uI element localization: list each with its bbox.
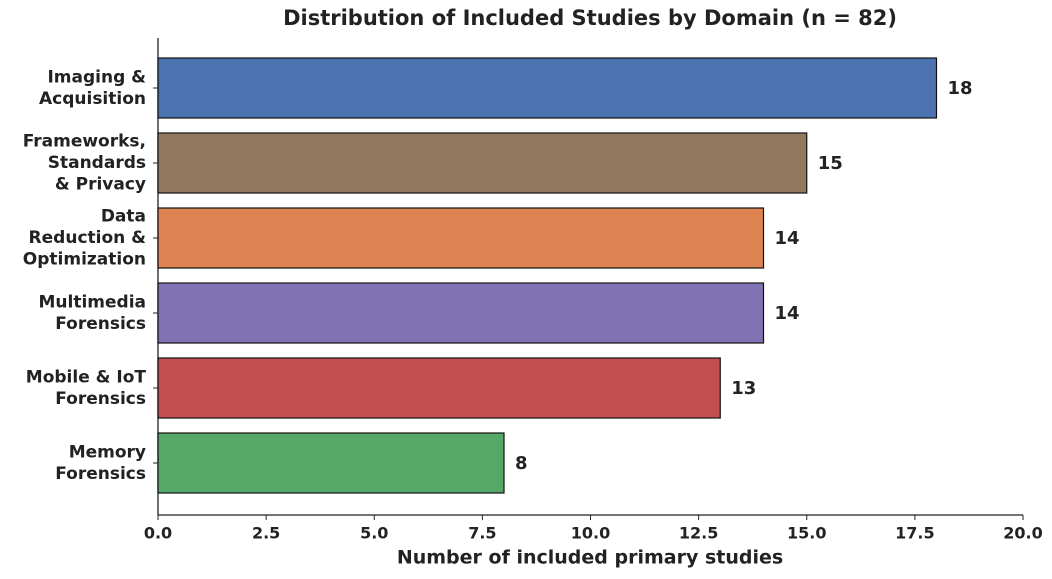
y-tick-label: Multimedia Forensics [38, 292, 146, 334]
value-label: 13 [731, 378, 756, 399]
x-tick-label: 17.5 [895, 524, 934, 543]
x-tick-label: 12.5 [679, 524, 718, 543]
bar [157, 357, 721, 419]
value-label: 14 [775, 303, 800, 324]
x-tick-label: 10.0 [571, 524, 610, 543]
bar [157, 432, 505, 494]
bar [157, 132, 808, 194]
x-tick-label: 20.0 [1003, 524, 1042, 543]
x-tick-label: 2.5 [252, 524, 280, 543]
value-label: 18 [948, 78, 973, 99]
y-tick-label: Data Reduction & Optimization [23, 207, 146, 270]
y-tick-label: Frameworks, Standards & Privacy [23, 132, 146, 195]
x-axis-label: Number of included primary studies [397, 547, 783, 569]
x-tick-label: 5.0 [360, 524, 388, 543]
y-tick-label: Mobile & IoT Forensics [26, 367, 147, 409]
bar [157, 57, 938, 119]
bar [157, 207, 765, 269]
value-label: 14 [775, 228, 800, 249]
bar [157, 282, 765, 344]
y-tick-label: Memory Forensics [55, 442, 146, 484]
x-tick-label: 7.5 [468, 524, 496, 543]
value-label: 15 [818, 153, 843, 174]
chart-title: Distribution of Included Studies by Doma… [283, 6, 897, 30]
x-tick-label: 0.0 [144, 524, 172, 543]
value-label: 8 [515, 453, 528, 474]
y-tick-label: Imaging & Acquisition [39, 67, 146, 109]
x-tick-label: 15.0 [787, 524, 826, 543]
